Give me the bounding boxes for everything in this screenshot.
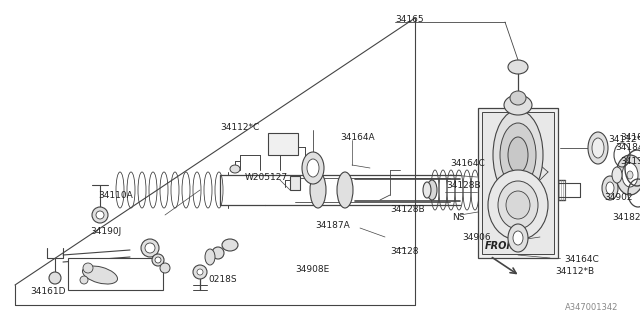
Circle shape [96, 211, 104, 219]
Ellipse shape [307, 159, 319, 177]
Text: 34184A: 34184A [620, 133, 640, 142]
Ellipse shape [622, 163, 638, 187]
Ellipse shape [592, 138, 604, 158]
Circle shape [80, 276, 88, 284]
Ellipse shape [205, 249, 215, 265]
Ellipse shape [337, 172, 353, 208]
Text: 34906: 34906 [462, 234, 491, 243]
Text: 34128B: 34128B [446, 180, 481, 189]
Text: 34112*A: 34112*A [608, 135, 640, 145]
Text: 34165: 34165 [395, 15, 424, 25]
Ellipse shape [230, 165, 240, 173]
Ellipse shape [510, 91, 526, 105]
Circle shape [141, 239, 159, 257]
Text: 34112*B: 34112*B [555, 268, 594, 276]
Ellipse shape [504, 95, 532, 115]
Ellipse shape [500, 123, 536, 187]
Text: 34128: 34128 [390, 247, 419, 257]
Text: 34130: 34130 [620, 157, 640, 166]
Circle shape [152, 254, 164, 266]
Text: 34190J: 34190J [90, 228, 121, 236]
Ellipse shape [513, 231, 523, 245]
Text: 34112*C: 34112*C [220, 124, 259, 132]
Text: 34908E: 34908E [295, 266, 329, 275]
Text: 34128B: 34128B [390, 205, 424, 214]
Ellipse shape [508, 60, 528, 74]
Text: 34187A: 34187A [315, 220, 349, 229]
Circle shape [145, 243, 155, 253]
Ellipse shape [616, 155, 640, 195]
Circle shape [83, 263, 93, 273]
Text: NS: NS [452, 213, 465, 222]
Ellipse shape [508, 137, 528, 173]
Circle shape [49, 272, 61, 284]
Text: A347001342: A347001342 [564, 303, 618, 312]
Ellipse shape [627, 171, 633, 179]
Text: 34164C: 34164C [450, 159, 484, 169]
Circle shape [155, 257, 161, 263]
Text: 0218S: 0218S [208, 276, 237, 284]
Bar [268, 133, 298, 155]
Text: 34164C: 34164C [564, 255, 599, 265]
Ellipse shape [498, 181, 538, 229]
Text: 34182A: 34182A [612, 213, 640, 222]
Text: 34164A: 34164A [340, 132, 374, 141]
Ellipse shape [310, 172, 326, 208]
Ellipse shape [506, 191, 530, 219]
Ellipse shape [222, 239, 238, 251]
Bar [478, 108, 558, 258]
Ellipse shape [612, 167, 622, 183]
Bar [482, 112, 554, 254]
Text: 34161D: 34161D [30, 287, 65, 297]
Ellipse shape [302, 152, 324, 184]
Ellipse shape [488, 170, 548, 240]
Ellipse shape [508, 224, 528, 252]
Circle shape [160, 263, 170, 273]
Text: 34184A: 34184A [615, 143, 640, 153]
Text: FRONT: FRONT [485, 241, 522, 251]
Circle shape [212, 247, 224, 259]
Ellipse shape [423, 182, 431, 198]
Text: W205127: W205127 [245, 173, 288, 182]
Ellipse shape [602, 176, 618, 200]
Bar [68, 258, 163, 290]
Ellipse shape [493, 110, 543, 200]
Bar [290, 176, 300, 190]
Ellipse shape [427, 180, 437, 200]
Text: 34902: 34902 [604, 194, 632, 203]
Ellipse shape [606, 182, 614, 194]
Ellipse shape [588, 132, 608, 164]
Text: 34110A: 34110A [98, 190, 132, 199]
Circle shape [92, 207, 108, 223]
Circle shape [197, 269, 203, 275]
Ellipse shape [83, 266, 118, 284]
Circle shape [193, 265, 207, 279]
